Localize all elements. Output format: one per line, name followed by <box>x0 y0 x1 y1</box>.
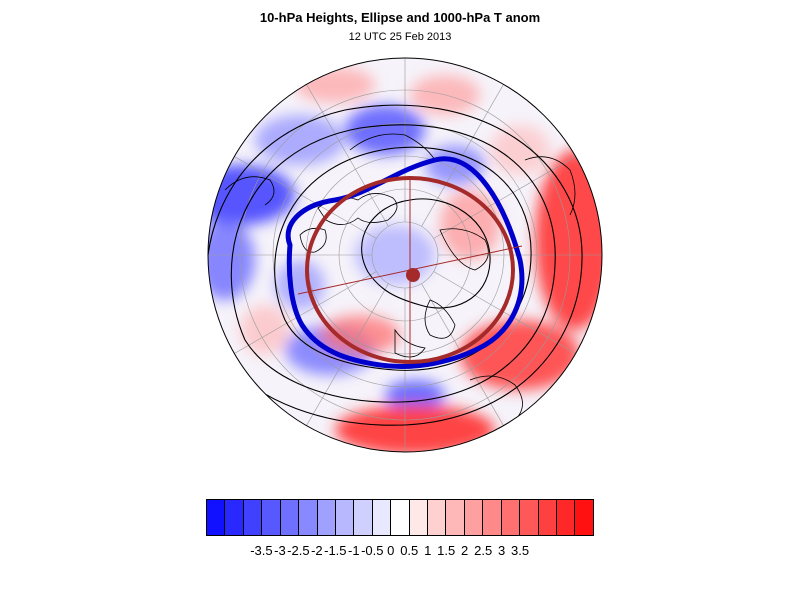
anomaly-blob <box>460 320 580 390</box>
colorbar-tick-label: -0.5 <box>361 543 384 558</box>
colorbar-swatch <box>409 500 429 535</box>
colorbar-swatch <box>207 500 226 535</box>
colorbar-swatch <box>317 500 336 535</box>
colorbar-tick-label: 3 <box>497 543 506 558</box>
vortex-ellipse <box>297 176 523 364</box>
colorbar-tick-label: 2.5 <box>474 543 493 558</box>
anomaly-blob <box>255 115 345 165</box>
colorbar-tick-label: -1.5 <box>324 543 347 558</box>
colorbar-swatch <box>262 500 281 535</box>
colorbar-swatch <box>335 500 355 535</box>
height-contour <box>274 146 532 371</box>
colorbar-tick-label: 3.5 <box>511 543 530 558</box>
colorbar-swatch <box>538 500 558 535</box>
polar-map <box>207 57 603 453</box>
height-contour <box>208 104 583 426</box>
height-contour <box>230 124 556 403</box>
colorbar-swatch <box>372 500 392 535</box>
colorbar-swatch <box>557 500 576 535</box>
meridian-line <box>421 81 506 227</box>
globe-outline <box>207 57 603 453</box>
colorbar-tick-label: 1.5 <box>437 543 456 558</box>
globe-disk <box>208 58 602 452</box>
colorbar-swatch <box>575 500 593 535</box>
colorbar-swatch <box>520 500 539 535</box>
meridian-line <box>231 154 377 239</box>
colorbar-tick-label: -2 <box>311 543 323 558</box>
anomaly-blob <box>275 260 325 310</box>
map-title: 10-hPa Heights, Ellipse and 1000-hPa T a… <box>259 10 541 25</box>
colorbar-swatch <box>280 500 300 535</box>
meridian-line <box>433 271 579 356</box>
colorbar-swatch <box>501 500 521 535</box>
colorbar-labels: -3.5 -3 -2.5 -2 -1.5 -1 -0.5 0 0.5 1 1.5 2 2.5 3 3.5 <box>0 543 800 561</box>
colorbar-tick-label: 0.5 <box>400 543 419 558</box>
colorbar-swatch <box>446 500 465 535</box>
map-subtitle: 12 UTC 25 Feb 2013 <box>348 31 452 43</box>
colorbar-swatch <box>391 500 410 535</box>
colorbar-swatch <box>354 500 373 535</box>
colorbar-swatch <box>483 500 502 535</box>
meridian-line <box>304 81 389 227</box>
colorbar-tick-label: 1 <box>424 543 432 558</box>
anomaly-blob <box>320 315 400 355</box>
colorbar-swatch <box>464 500 484 535</box>
meridian-line <box>433 154 579 239</box>
height-contour <box>361 198 491 309</box>
colorbar-tick-label: -1 <box>348 543 360 558</box>
colorbar-swatch <box>225 500 244 535</box>
anomaly-blob <box>208 220 255 300</box>
colorbar-tick-label: -2.5 <box>287 543 310 558</box>
colorbar-swatch <box>299 500 318 535</box>
ellipse-center-marker <box>406 268 420 282</box>
meridian-line <box>231 271 377 356</box>
anomaly-blob <box>425 145 485 185</box>
colorbar-tick-label: 0 <box>387 543 395 558</box>
colorbar-tick-label: -3.5 <box>250 543 273 558</box>
colorbar-tick-label: 2 <box>461 543 469 558</box>
colorbar-swatch <box>428 500 447 535</box>
colorbar-tick-label: -3 <box>274 543 286 558</box>
greenland-coastline <box>317 193 398 225</box>
anomaly-blob <box>208 165 295 225</box>
colorbar-swatch <box>243 500 263 535</box>
coastlines <box>224 133 576 421</box>
height-contours <box>208 104 583 426</box>
graticule <box>208 58 602 452</box>
anomaly-blob <box>440 190 500 260</box>
colorbar <box>206 499 594 536</box>
anomaly-blob <box>490 125 550 175</box>
